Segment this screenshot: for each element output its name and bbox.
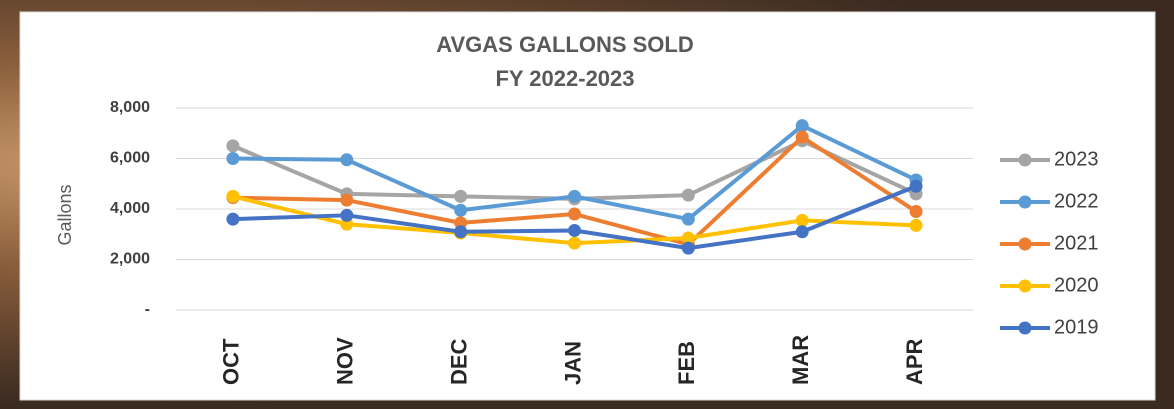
- data-point: [568, 236, 581, 250]
- chart-area: [19, 11, 1156, 401]
- data-point: [454, 203, 468, 217]
- legend-label: 2020: [1054, 274, 1099, 296]
- data-point: [795, 225, 809, 239]
- x-tick-label: APR: [902, 338, 927, 385]
- y-tick-label: -: [145, 301, 150, 318]
- legend-marker: [1018, 279, 1032, 293]
- y-tick-label: 2,000: [110, 251, 150, 268]
- legend-label: 2019: [1054, 316, 1099, 338]
- x-tick-label: JAN: [560, 341, 585, 385]
- data-point: [226, 152, 240, 165]
- data-point: [795, 213, 809, 227]
- legend-label: 2023: [1054, 148, 1099, 170]
- data-point: [681, 188, 695, 202]
- x-tick-label: NOV: [333, 337, 358, 385]
- data-point: [568, 207, 581, 221]
- legend-marker: [1018, 321, 1032, 335]
- x-tick-label: DEC: [446, 338, 471, 385]
- y-axis-label: Gallons: [55, 184, 75, 245]
- data-point: [568, 223, 581, 237]
- data-point: [909, 205, 923, 219]
- data-point: [568, 189, 581, 203]
- data-point: [681, 212, 695, 226]
- data-point: [340, 153, 354, 167]
- data-point: [226, 139, 240, 153]
- data-point: [909, 218, 923, 232]
- x-tick-label: OCT: [219, 338, 244, 385]
- legend-marker: [1018, 195, 1032, 209]
- legend-label: 2021: [1054, 232, 1099, 254]
- data-point: [909, 179, 923, 193]
- legend-label: 2022: [1054, 190, 1099, 212]
- data-point: [795, 130, 809, 144]
- x-tick-label: MAR: [788, 335, 813, 385]
- y-tick-label: 8,000: [110, 99, 150, 116]
- data-point: [226, 189, 240, 203]
- data-point: [340, 193, 354, 207]
- x-tick-label: FEB: [674, 341, 699, 385]
- data-point: [681, 241, 695, 255]
- data-point: [681, 231, 695, 245]
- chart-title: AVGAS GALLONS SOLD: [436, 32, 694, 57]
- data-point: [226, 212, 240, 226]
- y-tick-label: 4,000: [110, 200, 150, 217]
- data-point: [454, 189, 468, 203]
- y-tick-label: 6,000: [110, 150, 150, 167]
- data-point: [340, 208, 354, 222]
- data-point: [795, 119, 809, 133]
- data-point: [454, 225, 468, 239]
- legend-marker: [1018, 153, 1032, 167]
- chart-subtitle: FY 2022-2023: [495, 66, 634, 91]
- legend-marker: [1018, 237, 1032, 251]
